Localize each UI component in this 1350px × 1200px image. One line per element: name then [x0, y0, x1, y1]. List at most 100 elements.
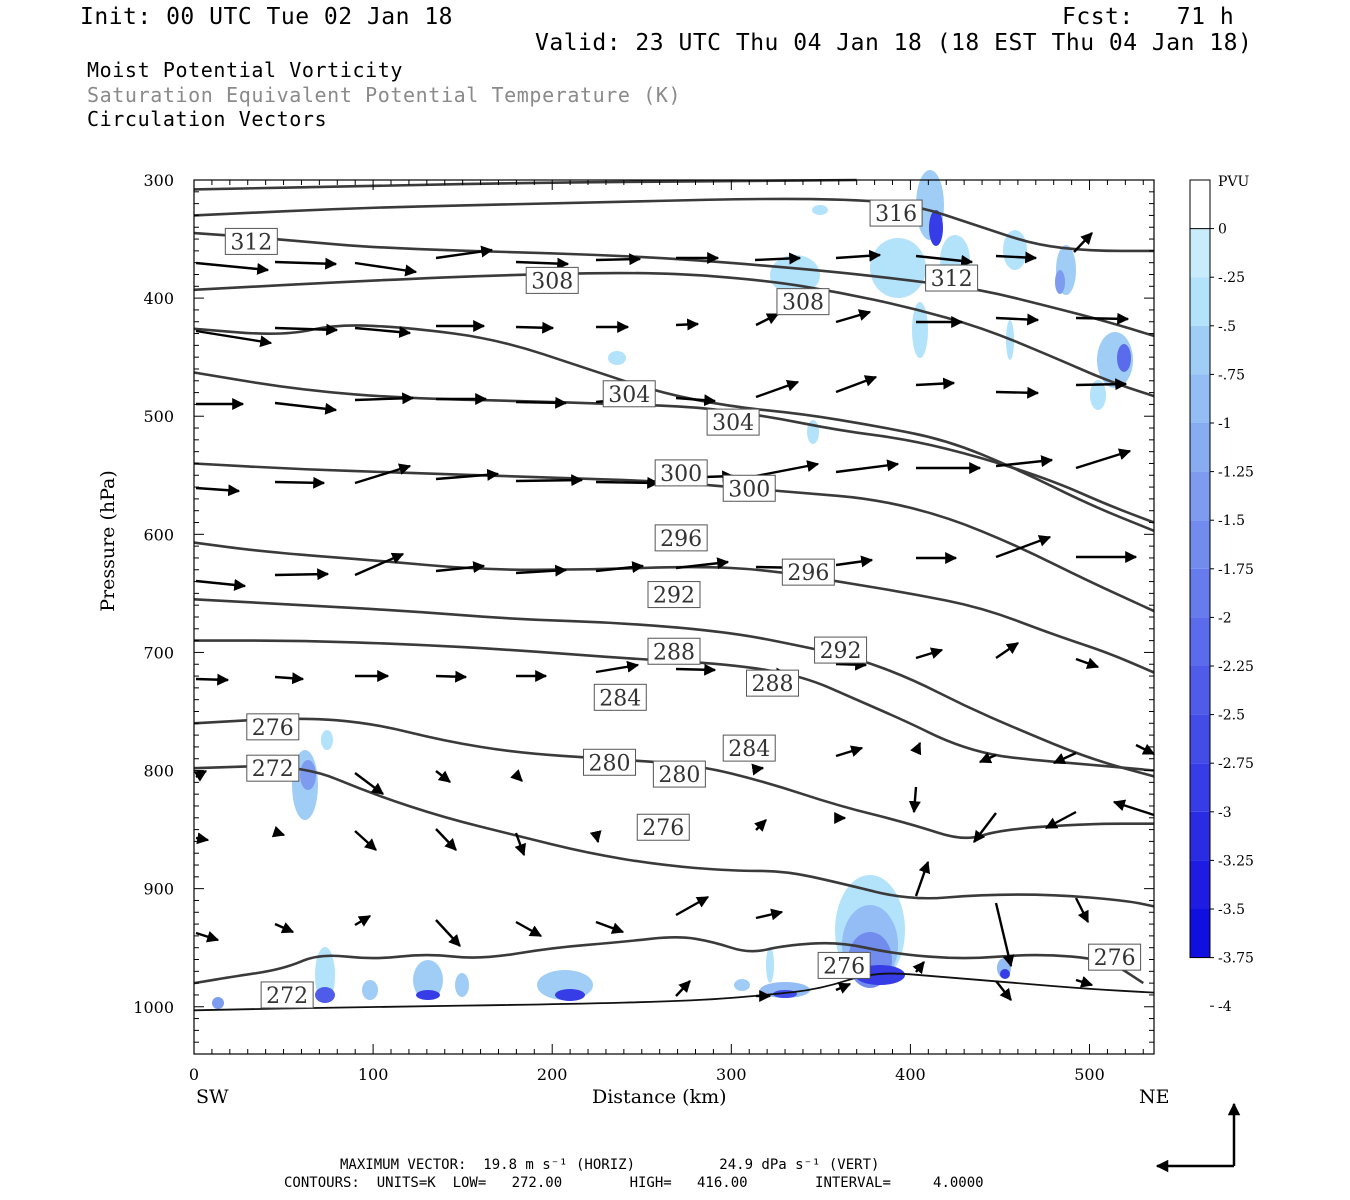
contour-label-text: 276 [823, 954, 865, 979]
colorbar-label: -2.5 [1218, 708, 1245, 724]
circulation-vector [515, 920, 543, 938]
contour-label-box [583, 748, 637, 776]
valid-time: Valid: 23 UTC Thu 04 Jan 18 (18 EST Thu … [535, 30, 1253, 56]
contour-label-308: 308 [776, 288, 830, 316]
circulation-vector [354, 261, 418, 277]
pv-shade-area [413, 960, 443, 1000]
colorbar-swatch [1190, 811, 1210, 861]
circulation-vector [995, 535, 1052, 559]
colorbar-swatch [1190, 471, 1210, 521]
circulation-vector [595, 660, 640, 674]
circulation-vector [915, 647, 944, 660]
circulation-vector [755, 379, 800, 399]
contour-label-text: 312 [931, 267, 973, 292]
colorbar-label: -2 [1218, 610, 1232, 626]
colorbar-label: -3 [1218, 805, 1232, 821]
theta-es-contour-280 [193, 764, 1155, 908]
circulation-vector [274, 568, 330, 581]
circulation-vector [274, 323, 339, 336]
circulation-vector [435, 919, 461, 947]
circulation-vector [195, 484, 241, 497]
field-title-mpv: Moist Potential Vorticity [87, 58, 404, 82]
circulation-vector [435, 561, 486, 574]
circulation-vector [835, 309, 872, 324]
circulation-vector [995, 980, 1012, 1001]
contour-label-text: 284 [599, 686, 641, 711]
pv-shade-area [212, 997, 224, 1009]
contour-label-272: 272 [246, 754, 300, 782]
circulation-vector [515, 321, 555, 334]
circulation-vector [755, 312, 780, 327]
colorbar-label: -.25 [1218, 270, 1245, 286]
circulation-vector [274, 476, 326, 489]
circulation-vector [754, 252, 802, 265]
colorbar-label: -2.75 [1218, 756, 1254, 772]
pv-shade-area [770, 255, 820, 295]
circulation-vector [915, 377, 956, 390]
contour-label-text: 292 [820, 639, 862, 664]
theta-es-contour-312 [193, 231, 1155, 338]
circulation-vector [1135, 743, 1156, 756]
contour-label-box [925, 264, 979, 292]
pv-shade-area [812, 205, 828, 215]
contour-label-box [602, 380, 656, 408]
colorbar-label: -.75 [1218, 367, 1245, 383]
colorbar-label: -3.5 [1218, 902, 1245, 918]
colorbar-label: -3.75 [1218, 951, 1254, 967]
circulation-vector [595, 253, 642, 266]
contour-label-text: 280 [589, 751, 631, 776]
circulation-vector [274, 672, 305, 685]
colorbar-swatch [1190, 423, 1210, 472]
theta-es-contour-276 [193, 936, 1145, 985]
circulation-vector [195, 578, 247, 591]
contour-label-box [722, 734, 776, 762]
circulation-vector [595, 476, 660, 489]
circulation-vector [193, 769, 208, 782]
circulation-vector [195, 832, 210, 845]
pv-shade-area [912, 302, 928, 358]
contour-label-text: 292 [653, 584, 695, 609]
contour-label-box [647, 581, 701, 609]
theta-es-contour-304 [193, 324, 1155, 533]
contour-label-box [817, 951, 871, 979]
circulation-vector [1075, 312, 1130, 325]
pv-shade-area [734, 979, 750, 991]
circulation-vector [751, 763, 765, 776]
circulation-vector [754, 819, 767, 832]
colorbar-label: -1.25 [1218, 465, 1254, 481]
y-tick-label: 800 [143, 762, 174, 781]
circulation-vector [978, 752, 997, 764]
circulation-vector [995, 251, 1038, 264]
ne-endpoint-label: NE [1139, 1086, 1170, 1108]
pv-shade-area [1090, 380, 1106, 410]
contour-info-note: CONTOURS: UNITS=K LOW= 272.00 HIGH= 416.… [284, 1175, 984, 1191]
colorbar-swatch [1190, 374, 1210, 423]
contour-label-box [706, 408, 760, 436]
circulation-vector [515, 396, 568, 409]
circulation-vector [274, 257, 338, 270]
contour-label-text: 288 [653, 640, 695, 665]
contour-label-296: 296 [654, 524, 708, 552]
contour-label-text: 288 [752, 672, 794, 697]
contour-label-292: 292 [647, 581, 701, 609]
contour-label-284: 284 [722, 734, 776, 762]
colorbar-swatch [1190, 325, 1210, 375]
circulation-vector [835, 459, 900, 474]
circulation-vector [515, 564, 568, 577]
circulation-vector [435, 828, 457, 851]
y-tick-label: 600 [143, 525, 174, 544]
contour-label-box [525, 266, 579, 294]
pv-shade-area [416, 990, 440, 1000]
contour-label-box [224, 227, 278, 255]
x-tick-label: 0 [189, 1065, 199, 1084]
y-tick-label: 700 [143, 643, 174, 662]
circulation-vector [195, 673, 230, 686]
circulation-vector [589, 830, 602, 844]
contour-label-272: 272 [260, 981, 314, 1009]
theta-es-contour-316 [193, 178, 857, 191]
colorbar-swatch [1190, 180, 1210, 229]
colorbar-label: -4 [1218, 999, 1232, 1015]
circulation-vector [1044, 810, 1077, 830]
contour-label-304: 304 [602, 380, 656, 408]
